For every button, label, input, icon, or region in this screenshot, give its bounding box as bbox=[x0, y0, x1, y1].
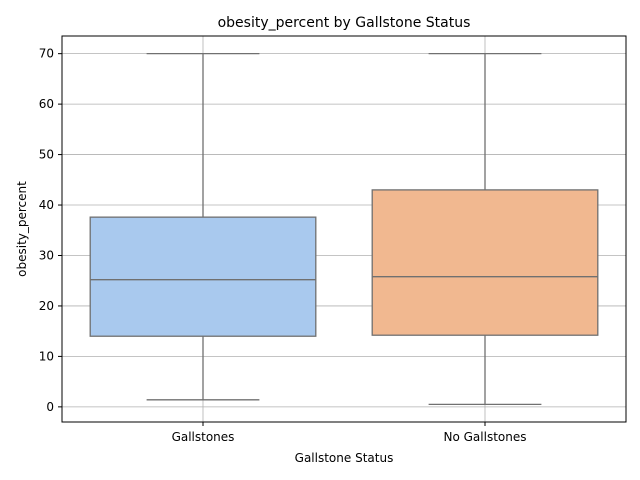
y-axis: 0 10 20 30 40 50 60 70 bbox=[39, 47, 62, 414]
chart-title: obesity_percent by Gallstone Status bbox=[218, 15, 471, 31]
y-tick-label: 40 bbox=[39, 198, 54, 212]
box-1 bbox=[89, 53, 317, 401]
y-tick-label: 30 bbox=[39, 248, 54, 262]
y-tick-label: 60 bbox=[39, 97, 54, 111]
x-tick-label: Gallstones bbox=[172, 430, 235, 444]
box-2 bbox=[371, 53, 599, 405]
y-tick-label: 20 bbox=[39, 299, 54, 313]
boxes bbox=[89, 53, 599, 405]
y-tick-label: 10 bbox=[39, 349, 54, 363]
x-tick-label: No Gallstones bbox=[444, 430, 527, 444]
x-axis: Gallstones No Gallstones bbox=[172, 422, 527, 444]
y-tick-label: 70 bbox=[39, 47, 54, 61]
x-axis-label: Gallstone Status bbox=[295, 451, 394, 465]
y-tick-label: 0 bbox=[46, 400, 54, 414]
box-body bbox=[89, 216, 317, 337]
plot-frame bbox=[61, 35, 627, 423]
y-axis-label: obesity_percent bbox=[15, 181, 29, 277]
y-tick-label: 50 bbox=[39, 148, 54, 162]
box-body bbox=[371, 189, 599, 336]
